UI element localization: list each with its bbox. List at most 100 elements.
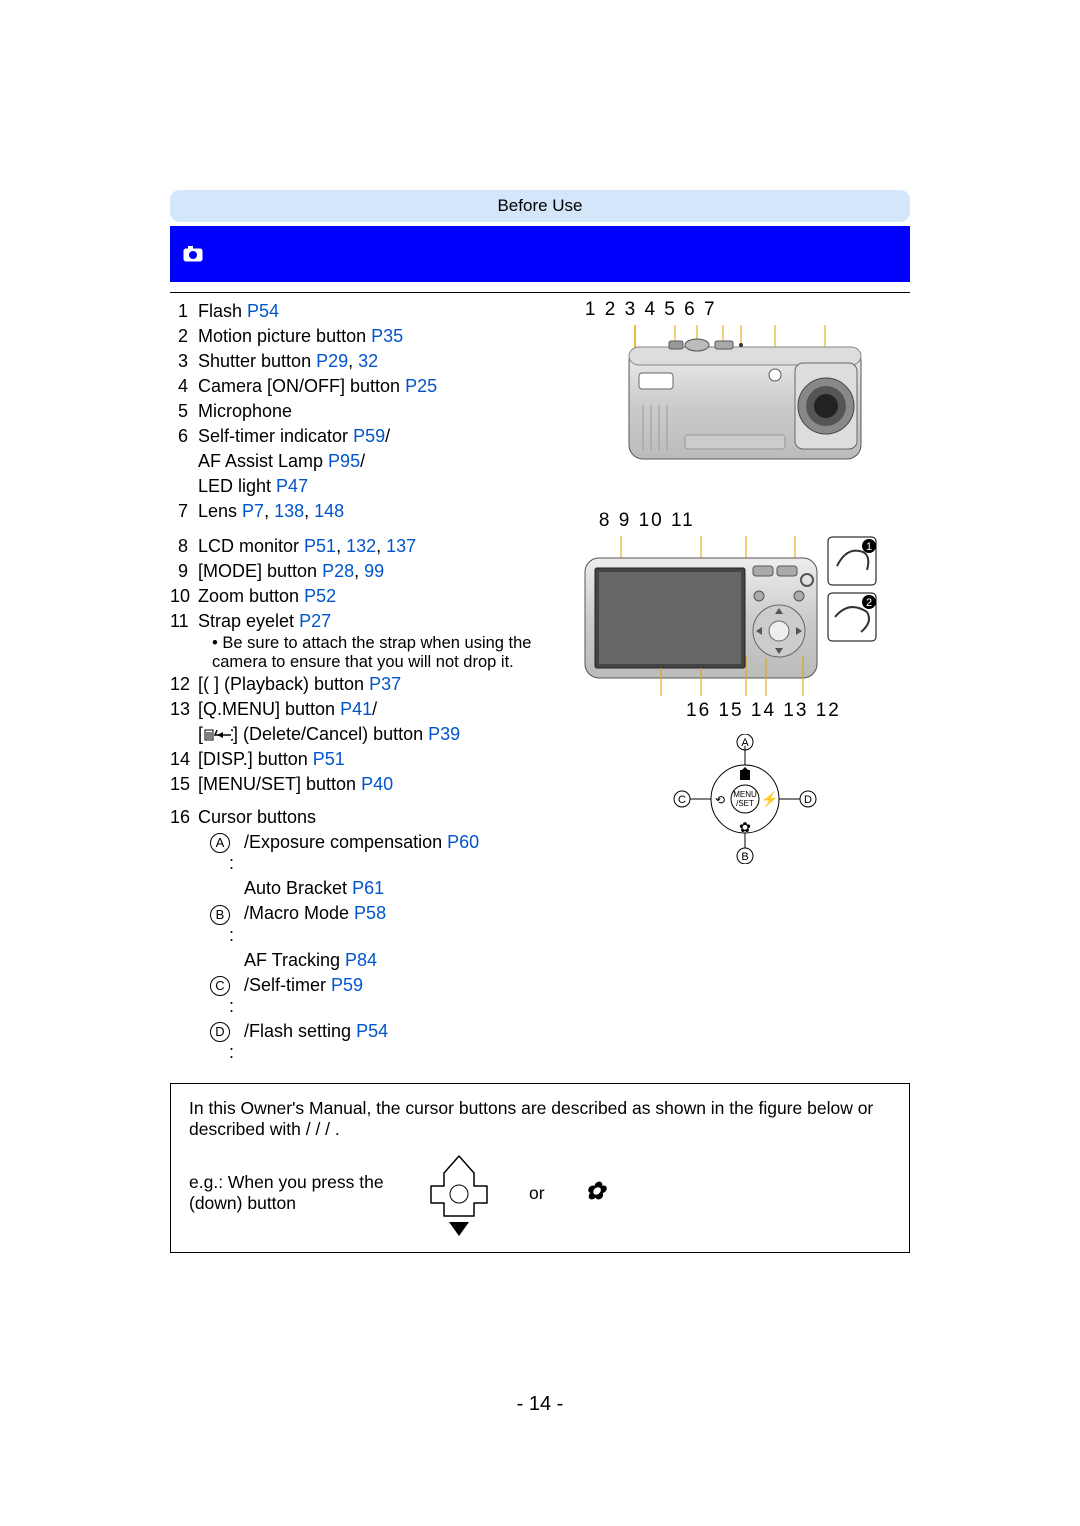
circled-c-icon: C (210, 976, 230, 996)
page-ref[interactable]: P47 (276, 476, 308, 496)
cursor-desc: /Exposure compensation (244, 832, 447, 852)
page-ref[interactable]: P28 (322, 561, 354, 581)
item-label: Microphone (198, 401, 292, 421)
page-ref[interactable]: 137 (386, 536, 416, 556)
item-num: 3 (170, 351, 198, 372)
page-ref[interactable]: P41 (340, 699, 372, 719)
page-ref[interactable]: P25 (405, 376, 437, 396)
cursor-desc: /Self-timer (244, 975, 331, 995)
item-num: 11 (170, 611, 198, 632)
circled-b-icon: B (210, 905, 230, 925)
camera-small-icon (182, 243, 204, 265)
item-label: LCD monitor (198, 536, 304, 556)
item-num: 1 (170, 301, 198, 322)
item-label: [MENU/SET] button (198, 774, 361, 794)
svg-text:1: 1 (866, 541, 872, 553)
cursor-desc: /Macro Mode (244, 903, 354, 923)
item-label: Self-timer indicator (198, 426, 353, 446)
page-ref[interactable]: P35 (371, 326, 403, 346)
dpad-press-icon (419, 1148, 499, 1238)
page-ref[interactable]: 138 (274, 501, 304, 521)
item-label: Shutter button (198, 351, 316, 371)
page-ref[interactable]: P54 (247, 301, 279, 321)
item-label: Lens (198, 501, 242, 521)
page-ref[interactable]: P84 (345, 950, 377, 970)
page-ref[interactable]: P58 (354, 903, 386, 923)
cursor-note-box: In this Owner's Manual, the cursor butto… (170, 1083, 910, 1253)
page-ref[interactable]: P61 (352, 878, 384, 898)
note-line1: In this Owner's Manual, the cursor butto… (189, 1098, 891, 1140)
page-ref[interactable]: P54 (356, 1021, 388, 1041)
page-ref[interactable]: P59 (331, 975, 363, 995)
page-ref[interactable]: P52 (304, 586, 336, 606)
section-header-blue (170, 226, 910, 282)
item-num: 16 (170, 807, 198, 828)
cursor-desc: /Flash setting (244, 1021, 356, 1041)
dpad-schematic: MENU /SET ✿ ⟲ ⚡ A B C D (581, 734, 910, 869)
page-ref[interactable]: P60 (447, 832, 479, 852)
page-ref[interactable]: P39 (428, 724, 460, 744)
page-ref[interactable]: P51 (313, 749, 345, 769)
strap-note: • Be sure to attach the strap when using… (170, 634, 565, 672)
item-label: Flash (198, 301, 247, 321)
callout-bot: 16 15 14 13 12 (581, 696, 910, 722)
item-num: 7 (170, 501, 198, 522)
page-ref[interactable]: 99 (364, 561, 384, 581)
page-ref[interactable]: 148 (314, 501, 344, 521)
circled-d-icon: D (210, 1022, 230, 1042)
cursor-buttons-label: Cursor buttons (198, 807, 565, 828)
item-num: 2 (170, 326, 198, 347)
item-num: 6 (170, 426, 198, 447)
svg-text:C: C (678, 794, 686, 806)
camera-back-diagram: 8 9 10 11 (581, 510, 910, 722)
page-ref[interactable]: P37 (369, 674, 401, 694)
svg-text:/SET: /SET (737, 799, 755, 808)
item-label: ] (Delete/Cancel) button (233, 724, 428, 744)
page-ref[interactable]: P29 (316, 351, 348, 371)
item-num: 8 (170, 536, 198, 557)
item-label: [DISP.] button (198, 749, 313, 769)
strap-detail-2-icon: 2 (827, 592, 877, 642)
item-num: 14 (170, 749, 198, 770)
svg-text:✿: ✿ (585, 1178, 607, 1205)
page-ref[interactable]: P40 (361, 774, 393, 794)
page-ref[interactable]: P95 (328, 451, 360, 471)
before-use-banner: Before Use (170, 190, 910, 222)
note-or: or (529, 1183, 545, 1204)
divider (170, 292, 910, 293)
item-label: LED light (198, 476, 276, 496)
cursor-extra: Auto Bracket (244, 878, 352, 898)
item-label: [Q.MENU] button (198, 699, 340, 719)
item-num: 10 (170, 586, 198, 607)
component-list-top: 1 Flash P54 2 Motion picture button P35 … (170, 299, 565, 524)
item-num: 9 (170, 561, 198, 582)
svg-text:B: B (742, 851, 749, 863)
page-ref[interactable]: P7 (242, 501, 264, 521)
item-label: Strap eyelet (198, 611, 299, 631)
svg-text:2: 2 (866, 597, 872, 609)
item-label: [MODE] button (198, 561, 322, 581)
page-ref[interactable]: 32 (358, 351, 378, 371)
svg-text:MENU: MENU (734, 790, 758, 799)
page-ref[interactable]: P27 (299, 611, 331, 631)
item-num: 4 (170, 376, 198, 397)
callout-mid: 8 9 10 11 (599, 510, 695, 532)
item-num: 13 (170, 699, 198, 720)
svg-text:A: A (742, 737, 750, 749)
page-ref[interactable]: 132 (346, 536, 376, 556)
camera-front-diagram: 1 2 3 4 5 6 7 (581, 299, 910, 470)
page-number: - 14 - (170, 1393, 910, 1416)
item-label: Zoom button (198, 586, 304, 606)
circled-a-icon: A (210, 833, 230, 853)
strap-detail-1-icon: 1 (827, 536, 877, 586)
page-ref[interactable]: P51 (304, 536, 336, 556)
page-ref[interactable]: P59 (353, 426, 385, 446)
item-label: Motion picture button (198, 326, 371, 346)
item-num: 12 (170, 674, 198, 695)
item-label: Camera [ON/OFF] button (198, 376, 405, 396)
item-num: 5 (170, 401, 198, 422)
cursor-extra: AF Tracking (244, 950, 345, 970)
component-list-bottom: 8 LCD monitor P51, 132, 137 9 [MODE] but… (170, 534, 565, 797)
svg-text:⚡: ⚡ (762, 791, 779, 808)
note-line2b: (down) button (189, 1193, 296, 1213)
